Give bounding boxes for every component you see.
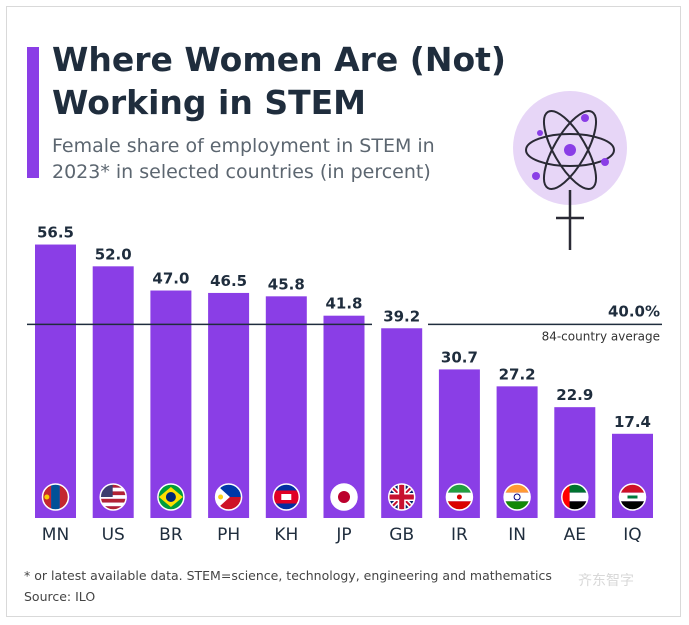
bar-value-label: 47.0 [152,270,189,288]
mongolia-flag-icon [41,483,70,511]
bar-value-label: 41.8 [325,295,362,313]
bar-value-label: 56.5 [37,224,74,242]
chart-title: Where Women Are (Not) Working in STEM [52,40,506,122]
philippines-flag-icon [214,483,243,511]
category-label: AE [564,525,586,545]
category-label: PH [217,525,240,545]
usa-flag-icon [99,483,127,511]
india-flag-icon [503,483,531,511]
category-label: JP [335,525,351,545]
source-note: Source: ILO [24,589,96,604]
uk-flag-icon [387,483,416,511]
category-label: US [102,525,125,545]
title-accent-bar [27,47,39,178]
bar-value-label: 17.4 [614,413,651,431]
iraq-flag-icon [618,483,647,511]
category-label: IR [451,525,468,545]
brazil-flag-icon [157,483,185,511]
category-label: IQ [623,525,641,545]
bar-value-label: 30.7 [441,348,478,366]
bar-mn [35,244,76,519]
category-label: KH [274,525,298,545]
bar-value-label: 39.2 [383,307,420,325]
bar-value-label: 22.9 [556,386,593,404]
category-label: BR [159,525,183,545]
category-label: GB [389,525,414,545]
japan-flag-icon [330,483,358,511]
bar-value-label: 46.5 [210,272,247,290]
bar-value-label: 27.2 [499,365,536,383]
footnote: * or latest available data. STEM=science… [24,568,552,583]
cambodia-flag-icon [272,483,301,511]
average-value-label: 40.0% [608,302,660,320]
category-label: MN [42,525,69,545]
atom-female-symbol-icon [513,91,627,250]
watermark-text: 齐东智字 [578,573,634,589]
bar-value-label: 45.8 [268,275,305,293]
chart-subtitle: Female share of employment in STEM in 20… [52,135,435,183]
iran-flag-icon [445,483,474,511]
bar-us [92,266,134,518]
bar-kh [265,296,307,518]
uae-flag-icon [561,483,589,511]
category-label: IN [508,525,526,545]
average-caption-label: 84-country average [542,329,660,343]
bar-value-label: 52.0 [95,245,132,263]
bar-br [150,290,192,518]
bar-ph [208,292,250,518]
